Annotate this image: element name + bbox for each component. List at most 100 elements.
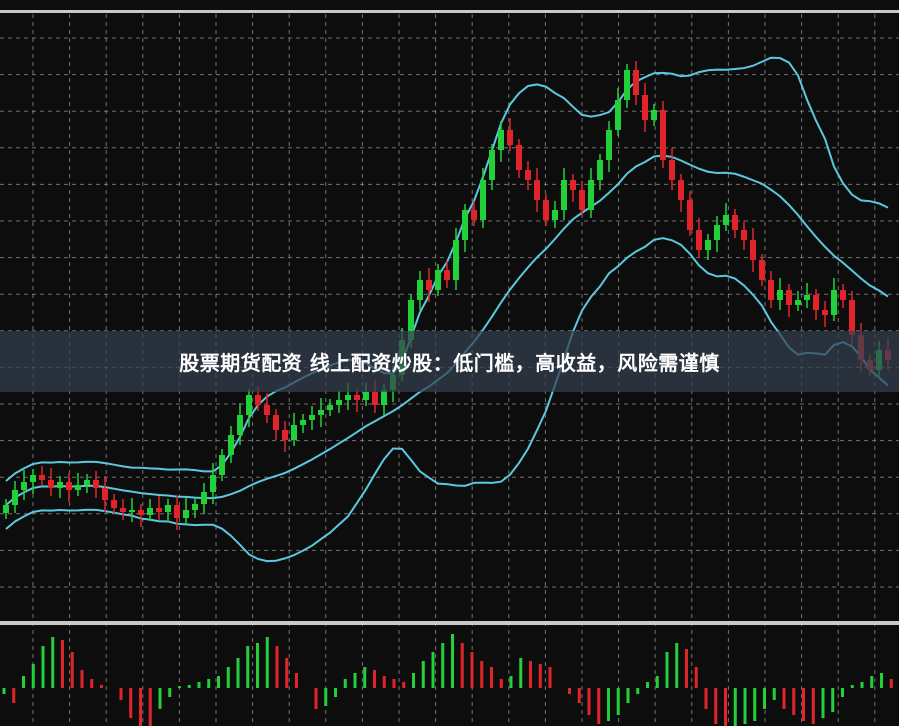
candle-body <box>624 70 630 100</box>
candle-body <box>543 200 549 220</box>
candle-body <box>642 95 648 120</box>
candle-body <box>372 392 378 405</box>
candle-body <box>12 490 18 505</box>
candle-body <box>732 215 738 230</box>
candle-body <box>813 295 819 310</box>
candle-body <box>282 430 288 440</box>
caption-banner: 股票期货配资 线上配资炒股：低门槛，高收益，风险需谨慎 <box>0 331 899 392</box>
candle-body <box>264 405 270 415</box>
candle-body <box>381 390 387 405</box>
bollinger-bands <box>5 56 889 563</box>
candle-body <box>21 482 27 490</box>
candle-body <box>336 400 342 405</box>
candle-body <box>777 290 783 300</box>
candle-body <box>84 480 90 485</box>
candle-body <box>660 110 666 160</box>
candle-body <box>561 180 567 210</box>
candle-body <box>507 130 513 145</box>
candle-body <box>156 508 162 512</box>
candle-body <box>291 425 297 440</box>
candle-body <box>723 215 729 225</box>
candle-body <box>57 482 63 488</box>
candle-body <box>597 160 603 180</box>
candle-body <box>759 260 765 280</box>
candle-body <box>651 110 657 120</box>
candle-body <box>309 415 315 420</box>
candle-body <box>498 130 504 150</box>
candle-body <box>30 475 36 482</box>
candle-body <box>849 300 855 335</box>
candle-body <box>768 280 774 300</box>
candle-body <box>165 505 171 512</box>
candle-body <box>192 504 198 510</box>
candle-body <box>111 500 117 508</box>
candle-body <box>516 145 522 170</box>
candle-body <box>129 510 135 512</box>
candle-body <box>318 410 324 415</box>
candle-body <box>822 310 828 315</box>
candle-body <box>237 415 243 435</box>
candle-body <box>687 200 693 230</box>
candle-body <box>219 455 225 475</box>
candle-body <box>3 505 9 513</box>
candle-body <box>273 415 279 430</box>
candle-body <box>120 508 126 512</box>
candle-body <box>345 395 351 400</box>
top-border <box>0 10 899 13</box>
candle-body <box>552 210 558 220</box>
candle-body <box>606 130 612 160</box>
candle-body <box>300 420 306 425</box>
candle-body <box>327 405 333 410</box>
histogram <box>2 634 893 726</box>
candle-body <box>354 395 360 400</box>
candle-body <box>588 180 594 210</box>
candle-body <box>678 180 684 200</box>
candle-body <box>480 180 486 220</box>
candle-body <box>453 240 459 280</box>
candle-body <box>228 435 234 455</box>
candle-body <box>138 510 144 515</box>
candle-body <box>534 180 540 200</box>
candle-body <box>444 270 450 280</box>
candle-body <box>426 280 432 290</box>
candle-body <box>435 270 441 290</box>
candle-body <box>408 300 414 340</box>
caption-text: 股票期货配资 线上配资炒股：低门槛，高收益，风险需谨慎 <box>179 351 720 375</box>
candle-body <box>471 210 477 220</box>
candle-body <box>363 392 369 400</box>
candle-body <box>786 290 792 305</box>
candle-body <box>48 480 54 488</box>
candle-body <box>255 395 261 405</box>
candle-body <box>633 70 639 95</box>
candle-body <box>174 505 180 518</box>
lower-band-line <box>5 237 889 563</box>
candle-body <box>795 300 801 305</box>
candle-body <box>462 210 468 240</box>
candle-body <box>579 190 585 210</box>
pane-separator <box>0 621 899 625</box>
candle-body <box>714 225 720 240</box>
candle-body <box>831 290 837 315</box>
candle-body <box>39 475 45 480</box>
candle-body <box>705 240 711 250</box>
candle-body <box>570 180 576 190</box>
candle-body <box>147 508 153 515</box>
candle-body <box>75 485 81 490</box>
candle-body <box>669 160 675 180</box>
candle-body <box>696 230 702 250</box>
candle-body <box>417 280 423 300</box>
candle-body <box>489 150 495 180</box>
candle-body <box>750 240 756 260</box>
candle-body <box>102 488 108 500</box>
candle-body <box>66 482 72 490</box>
candlesticks <box>3 61 891 530</box>
candle-body <box>525 170 531 180</box>
candle-body <box>183 510 189 518</box>
candle-body <box>93 480 99 488</box>
candle-body <box>246 395 252 415</box>
candle-body <box>615 100 621 130</box>
candle-body <box>840 290 846 300</box>
candle-body <box>741 230 747 240</box>
candle-body <box>804 295 810 300</box>
candle-body <box>210 475 216 492</box>
